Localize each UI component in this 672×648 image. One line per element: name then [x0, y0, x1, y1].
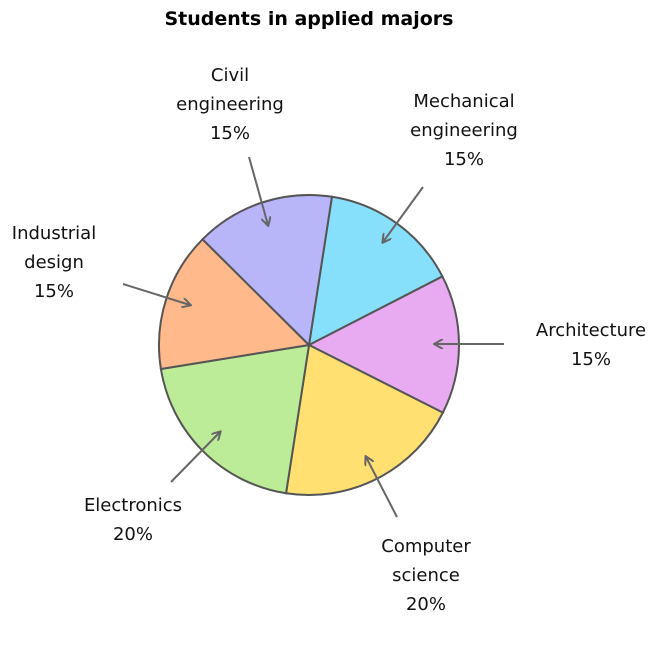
value-label: 20%	[112, 524, 153, 545]
slice-label: Civil engineering 15%	[160, 61, 300, 148]
chart-title: Students in applied majors	[164, 8, 454, 30]
category-name: Computer science	[381, 536, 471, 586]
pie-slice	[158, 237, 312, 371]
label-arrow	[366, 457, 398, 518]
label-arrow	[383, 186, 424, 242]
value-label: 15%	[209, 123, 250, 144]
slice-label: Industrial design 15%	[0, 219, 124, 306]
category-name: Electronics	[83, 495, 183, 516]
value-label: 20%	[405, 594, 446, 615]
slice-label: Computer science 20%	[356, 532, 496, 619]
slice-label: Mechanical engineering 15%	[394, 87, 534, 174]
label-arrow	[122, 283, 190, 305]
pie-slice	[159, 343, 311, 495]
label-arrow	[248, 156, 268, 225]
value-label: 15%	[443, 149, 484, 170]
category-name: Architecture	[535, 320, 647, 341]
label-arrow	[170, 432, 220, 483]
value-label: 15%	[570, 349, 611, 370]
category-name: Civil engineering	[176, 65, 284, 115]
category-name: Industrial design	[11, 223, 97, 273]
slice-label: Electronics 20%	[63, 491, 203, 549]
slice-label: Architecture 15%	[521, 316, 661, 374]
category-name: Mechanical engineering	[410, 91, 518, 141]
value-label: 15%	[33, 281, 74, 302]
